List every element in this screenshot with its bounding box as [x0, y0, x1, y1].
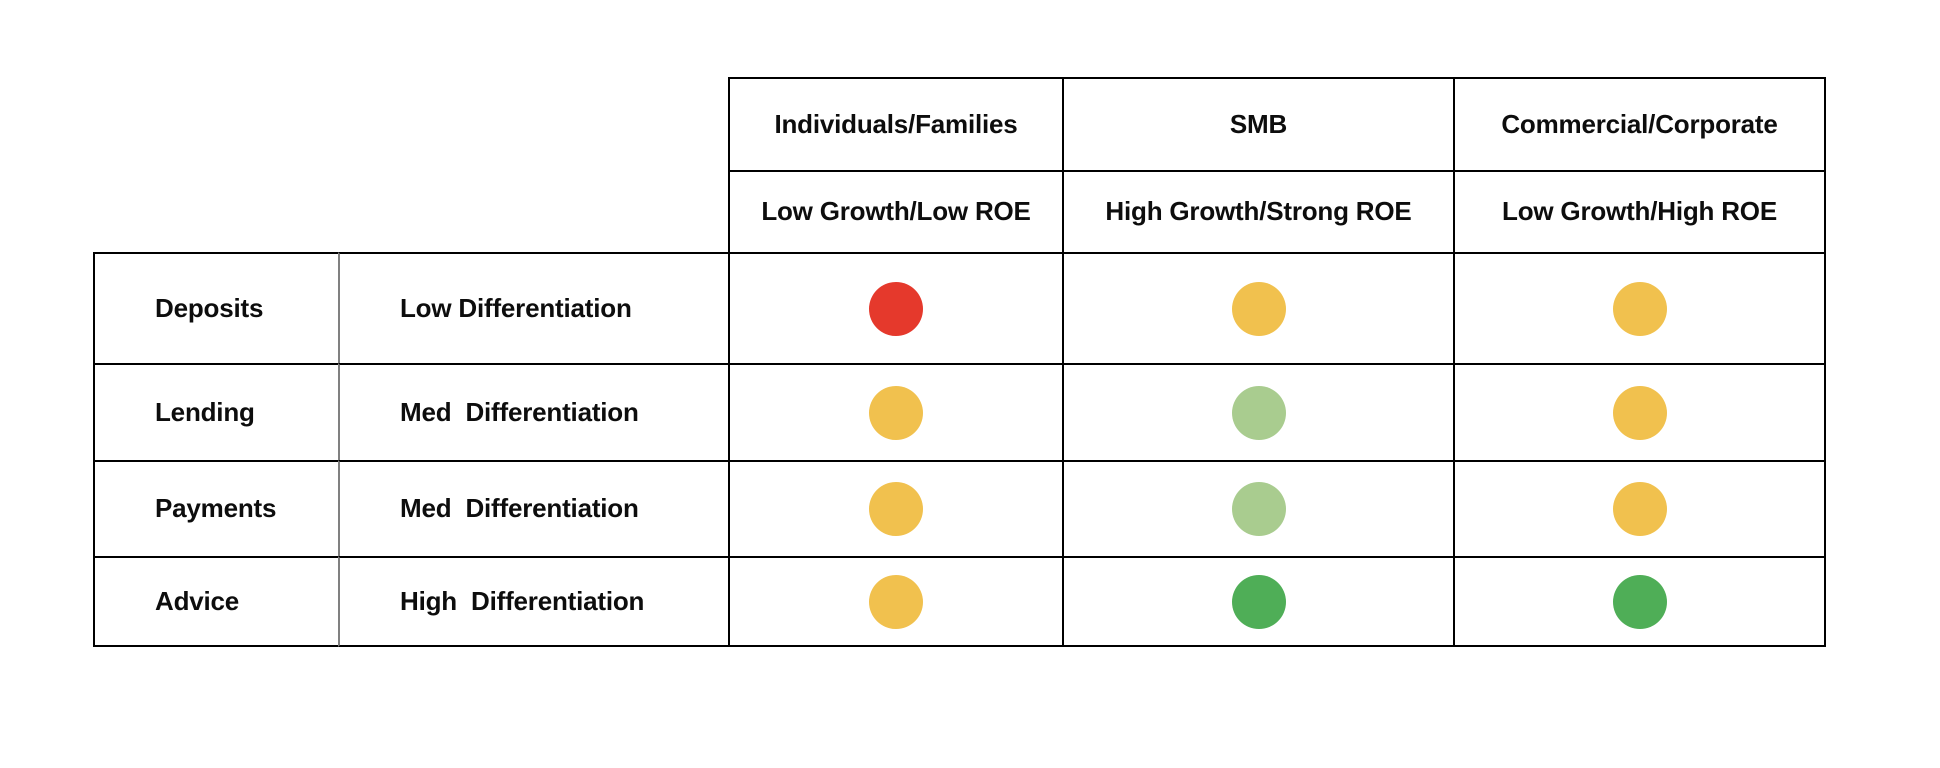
- rating-dot: [869, 385, 923, 440]
- rating-cell-payments-smb: [1062, 460, 1453, 556]
- rating-cell-lending-individuals: [728, 363, 1062, 460]
- header-segment-commercial-corporate: Commercial/Corporate: [1453, 77, 1826, 170]
- segment-name: Commercial/Corporate: [1501, 108, 1778, 139]
- header-descriptor-commercial-corporate: Low Growth/High ROE: [1453, 170, 1826, 252]
- rating-cell-payments-commercial: [1453, 460, 1826, 556]
- rating-cell-lending-commercial: [1453, 363, 1826, 460]
- rating-dot: [869, 574, 923, 629]
- rating-cell-deposits-smb: [1062, 252, 1453, 363]
- product-name: Lending: [155, 396, 255, 427]
- differentiation-cell-deposits: Low Differentiation: [338, 252, 728, 363]
- segment-name: Individuals/Families: [774, 108, 1018, 139]
- rating-dot: [1231, 385, 1286, 440]
- product-cell-deposits: Deposits: [93, 252, 338, 363]
- differentiation-cell-advice: High Differentiation: [338, 556, 728, 647]
- rating-cell-lending-smb: [1062, 363, 1453, 460]
- rating-dot: [1612, 281, 1667, 336]
- product-name: Payments: [155, 493, 277, 524]
- rating-cell-deposits-individuals: [728, 252, 1062, 363]
- matrix-grid: Individuals/Families SMB Commercial/Corp…: [93, 77, 1826, 647]
- differentiation-level: Med Differentiation: [400, 396, 639, 427]
- product-cell-advice: Advice: [93, 556, 338, 647]
- product-cell-lending: Lending: [93, 363, 338, 460]
- rating-cell-payments-individuals: [728, 460, 1062, 556]
- differentiation-level: Med Differentiation: [400, 493, 639, 524]
- differentiation-level: Low Differentiation: [400, 292, 632, 323]
- segment-name: SMB: [1229, 108, 1288, 139]
- product-cell-payments: Payments: [93, 460, 338, 556]
- rating-dot: [1231, 281, 1286, 336]
- rating-cell-deposits-commercial: [1453, 252, 1826, 363]
- rating-dot: [869, 281, 923, 336]
- rating-dot: [1612, 385, 1667, 440]
- segment-descriptor: High Growth/Strong ROE: [1105, 196, 1412, 227]
- rating-cell-advice-individuals: [728, 556, 1062, 647]
- rating-dot: [1231, 574, 1286, 629]
- rating-dot: [869, 482, 923, 536]
- header-segment-smb: SMB: [1062, 77, 1453, 170]
- product-name: Deposits: [155, 292, 264, 323]
- segment-descriptor: Low Growth/Low ROE: [761, 196, 1031, 227]
- rating-dot: [1612, 574, 1667, 629]
- header-descriptor-individuals-families: Low Growth/Low ROE: [728, 170, 1062, 252]
- rating-dot: [1231, 482, 1286, 536]
- header-descriptor-smb: High Growth/Strong ROE: [1062, 170, 1453, 252]
- rating-cell-advice-commercial: [1453, 556, 1826, 647]
- differentiation-level: High Differentiation: [400, 585, 645, 616]
- segment-descriptor: Low Growth/High ROE: [1502, 196, 1777, 227]
- differentiation-cell-lending: Med Differentiation: [338, 363, 728, 460]
- product-name: Advice: [155, 585, 240, 616]
- differentiation-cell-payments: Med Differentiation: [338, 460, 728, 556]
- rating-cell-advice-smb: [1062, 556, 1453, 647]
- header-segment-individuals-families: Individuals/Families: [728, 77, 1062, 170]
- matrix-corner-spacer: [93, 77, 728, 252]
- rating-dot: [1612, 482, 1667, 536]
